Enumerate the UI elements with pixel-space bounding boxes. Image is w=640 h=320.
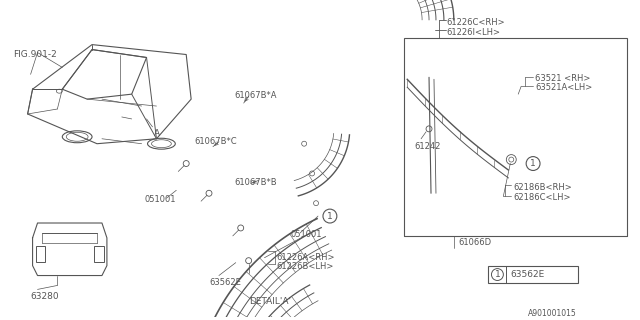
Text: 63562E: 63562E bbox=[209, 277, 241, 286]
Text: 63280: 63280 bbox=[31, 292, 60, 301]
Text: 1: 1 bbox=[327, 212, 333, 220]
Text: 1: 1 bbox=[530, 159, 536, 168]
Bar bbox=[36, 246, 45, 262]
Bar bbox=[404, 38, 627, 236]
Text: 61226B<LH>: 61226B<LH> bbox=[276, 262, 334, 271]
Text: 1: 1 bbox=[495, 270, 500, 279]
Text: 61066D: 61066D bbox=[459, 238, 492, 247]
Text: 61067B*B: 61067B*B bbox=[235, 179, 277, 188]
Text: 62186B<RH>: 62186B<RH> bbox=[513, 183, 572, 192]
Text: 61226A<RH>: 61226A<RH> bbox=[276, 253, 335, 262]
Text: 051001: 051001 bbox=[145, 195, 176, 204]
Text: 63521 <RH>: 63521 <RH> bbox=[535, 74, 591, 83]
Text: 62186C<LH>: 62186C<LH> bbox=[513, 193, 571, 202]
Text: 63521A<LH>: 63521A<LH> bbox=[535, 83, 593, 92]
Text: 61242: 61242 bbox=[414, 142, 440, 151]
Text: 61226C<RH>: 61226C<RH> bbox=[447, 18, 506, 27]
Bar bbox=[488, 266, 578, 284]
Text: DETAIL'A': DETAIL'A' bbox=[250, 297, 291, 306]
Text: 051001: 051001 bbox=[291, 230, 322, 239]
Bar bbox=[94, 246, 104, 262]
Text: 61067B*C: 61067B*C bbox=[194, 137, 237, 146]
Text: 61067B*A: 61067B*A bbox=[235, 91, 277, 100]
Text: A901001015: A901001015 bbox=[528, 309, 577, 318]
Text: A: A bbox=[154, 129, 159, 138]
Text: FIG.901-2: FIG.901-2 bbox=[13, 50, 56, 59]
Text: 61226I<LH>: 61226I<LH> bbox=[447, 28, 501, 37]
Text: 63562E: 63562E bbox=[510, 270, 545, 279]
